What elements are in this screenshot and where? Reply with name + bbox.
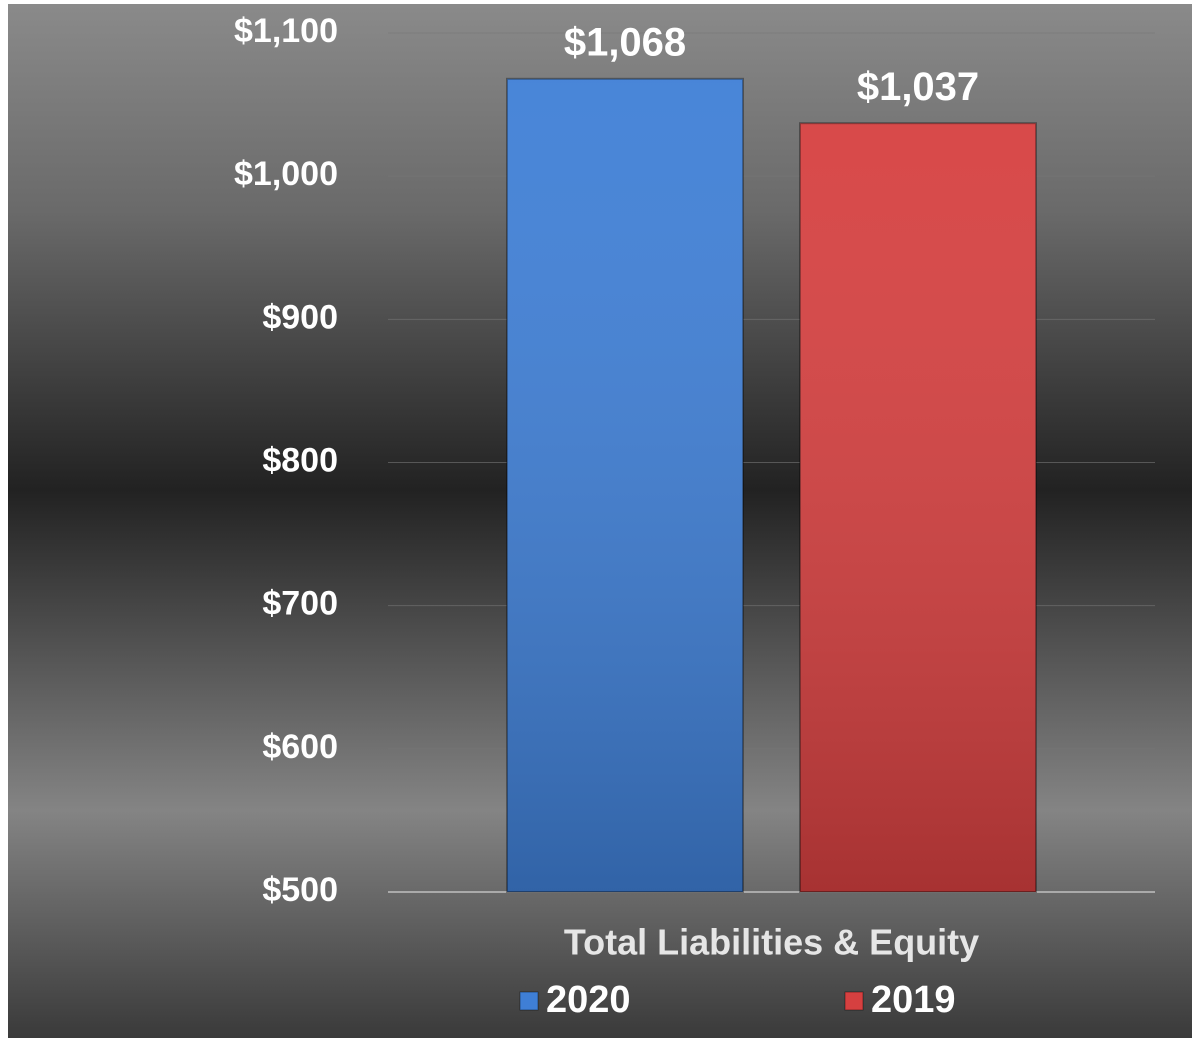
bar-shade	[800, 123, 1036, 892]
legend-swatch	[844, 991, 864, 1011]
y-tick-label: $600	[262, 728, 338, 766]
y-tick-label: $700	[262, 585, 338, 623]
bar-shade	[507, 78, 743, 892]
y-tick-label: $900	[262, 298, 338, 336]
x-tick-label: Total Liabilities & Equity	[564, 922, 979, 963]
legend-label: 2019	[871, 979, 956, 1021]
legend-swatch	[519, 991, 539, 1011]
y-tick-label: $1,000	[234, 155, 338, 193]
legend-label: 2020	[546, 979, 631, 1021]
y-tick-label: $1,100	[234, 12, 338, 50]
y-tick-label: $500	[262, 871, 338, 909]
value-label: $1,068	[564, 20, 686, 64]
value-label: $1,037	[857, 65, 979, 109]
y-tick-label: $800	[262, 441, 338, 479]
